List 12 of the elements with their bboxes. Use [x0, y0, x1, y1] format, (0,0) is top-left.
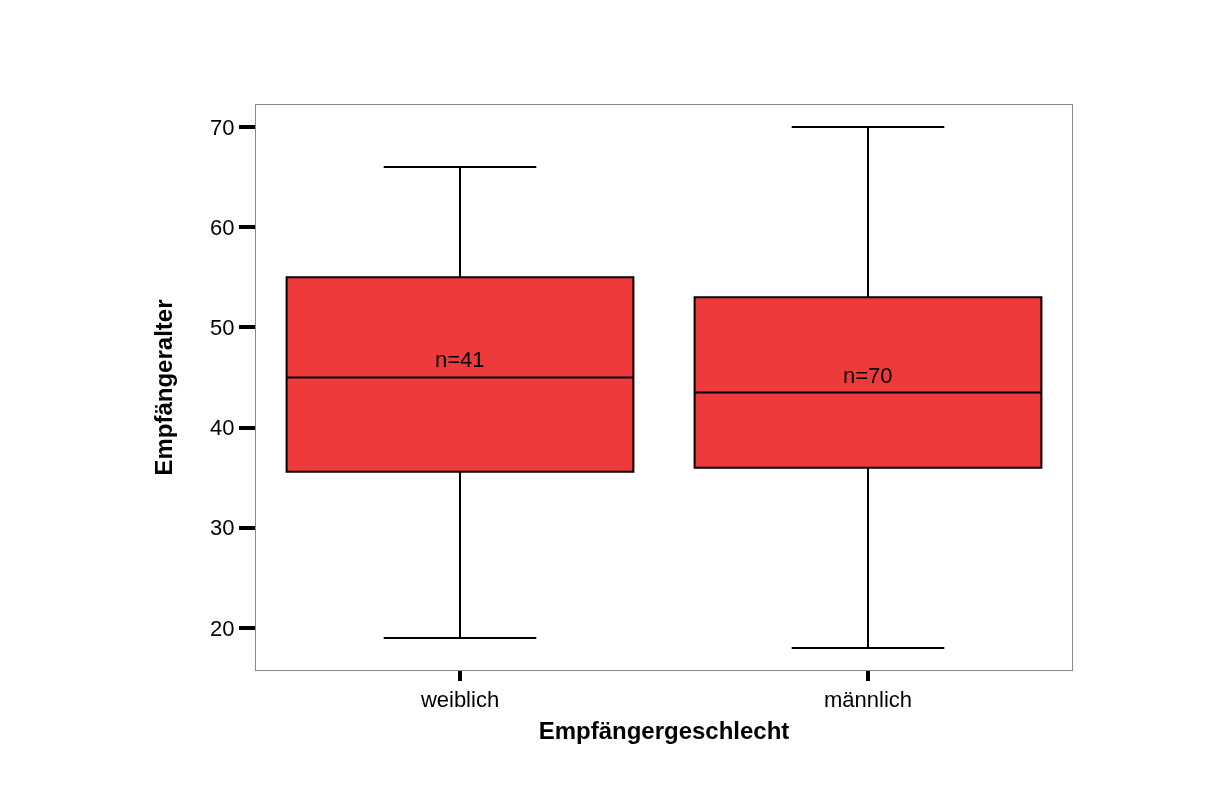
y-tick-label: 60 [210, 214, 235, 240]
x-axis-title: Empfängergeschlecht [538, 716, 790, 744]
x-tick-label: weiblich [419, 687, 500, 713]
y-tick-label: 20 [210, 615, 235, 641]
y-tick-label: 40 [210, 415, 235, 441]
y-tick-label: 30 [210, 515, 235, 541]
x-tick-label: männlich [823, 687, 913, 713]
annotation: n=41 [435, 347, 485, 372]
y-tick-label: 70 [210, 114, 235, 140]
y-axis-title: Empfängeralter [150, 299, 178, 476]
annotation: n=70 [843, 363, 893, 388]
y-tick-label: 50 [210, 315, 235, 341]
